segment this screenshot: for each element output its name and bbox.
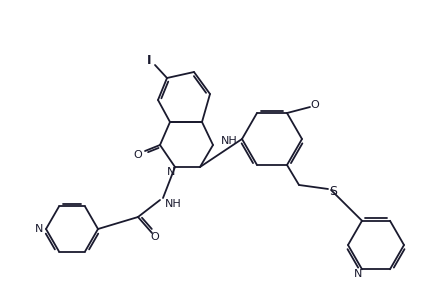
Text: S: S [329, 186, 337, 198]
Text: NH: NH [221, 136, 238, 146]
Text: O: O [134, 150, 142, 160]
Text: N: N [167, 167, 175, 177]
Text: O: O [311, 100, 319, 110]
Text: N: N [35, 224, 43, 234]
Text: O: O [151, 232, 159, 242]
Text: I: I [147, 53, 151, 67]
Text: N: N [354, 269, 362, 279]
Text: NH: NH [165, 199, 182, 209]
